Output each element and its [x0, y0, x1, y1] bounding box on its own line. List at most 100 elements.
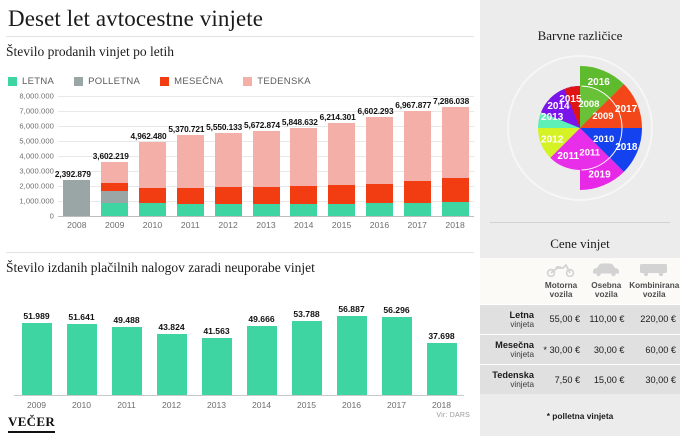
chart2-bar-value: 43.824: [158, 322, 185, 333]
chart1-segment-letna: [214, 204, 242, 216]
chart1-segment-polletna: [101, 190, 129, 203]
chart1-segment-polletna: [63, 180, 91, 216]
chart2-bar-value: 56.887: [338, 304, 365, 315]
chart1-segment-letna: [139, 202, 167, 216]
chart1-x-tick: 2018: [445, 220, 465, 230]
chart1-segment-mesečna: [214, 186, 242, 205]
chart1-bar-value: 5,848.632: [281, 117, 318, 128]
chart1-bar: [139, 141, 167, 216]
price-table-row: Letna vinjeta 55,00 €110,00 €220,00 €: [480, 303, 680, 335]
chart2-bar: [201, 337, 232, 395]
chart2-bar: [246, 326, 277, 395]
chart2-x-tick: 2017: [386, 400, 407, 410]
chart1-bar-value: 4,962.480: [130, 130, 167, 141]
chart1-segment-tedenska: [441, 106, 469, 179]
chart1-segment-tedenska: [290, 128, 318, 187]
chart1-bar-value: 5,672.874: [244, 119, 281, 130]
chart2-bar-value: 51.641: [68, 311, 95, 322]
chart2-bar: [336, 316, 367, 395]
price-table-body: Letna vinjeta 55,00 €110,00 €220,00 € Meseč…: [480, 303, 680, 395]
chart1-bar: [252, 130, 280, 216]
chart1-segment-letna: [290, 203, 318, 216]
chart1-x-tick: 2011: [180, 220, 200, 230]
motorcycle-icon: [538, 262, 584, 279]
price-table-header-row: Motorna vozila Osebna vozila Kombinirana vozi…: [480, 258, 680, 305]
chart2-axis-line: [14, 395, 464, 396]
chart1-x-tick: 2015: [331, 220, 352, 230]
wheel-inner-guide-arc: [581, 85, 623, 171]
wheel-label-2013: 2013: [541, 112, 564, 123]
chart2-bar-value: 49.488: [113, 314, 140, 325]
price-table-head: Motorna vozila Osebna vozila Kombinirana vozi…: [480, 258, 680, 305]
price-cell: * 30,00 €: [538, 333, 585, 365]
chart1-segment-letna: [252, 204, 280, 216]
chart1-gridline: [58, 96, 474, 97]
chart1-segment-letna: [365, 203, 393, 216]
chart1-legend: LETNA POLLETNA MESEČNA TEDENSKA: [8, 76, 311, 87]
wheel-label-2014: 2014: [547, 101, 570, 112]
chart1-axis-line: [58, 216, 474, 217]
chart1-segment-letna: [441, 201, 469, 216]
wheel-label-2011-outer: 2011: [557, 151, 579, 162]
chart1-bar-value: 2,392.879: [54, 169, 91, 180]
vecer-logo: VEČER: [8, 414, 56, 433]
wheel-wedge-2014-outer: [541, 89, 580, 128]
wheel-label-2016: 2016: [588, 77, 611, 88]
chart1-segment-letna: [176, 203, 204, 216]
chart2-x-tick: 2014: [251, 400, 272, 410]
chart1-y-tick: 0: [49, 211, 54, 221]
wheel-wedge-2015-outer: [564, 86, 580, 128]
chart1-bar: [101, 161, 129, 216]
chart1-segment-letna: [328, 203, 356, 216]
color-variants-wheel: 2016 2017 2018 2019 2011 2012 2013 2014 2015 2008…: [504, 52, 656, 204]
chart1-bar: [365, 117, 393, 216]
chart1-y-tick: 7,000.000: [19, 106, 54, 116]
divider: [6, 36, 474, 37]
wheel-outer-wedge-2012: [538, 128, 580, 158]
legend-item-tedenska: TEDENSKA: [243, 76, 311, 87]
chart1-segment-mesečna: [252, 186, 280, 204]
corner-cell: [480, 258, 538, 305]
chart1-x-tick: 2017: [407, 220, 428, 230]
chart1-gridline: [58, 111, 474, 112]
chart1-segment-mesečna: [176, 187, 204, 204]
chart1-segment-tedenska: [328, 122, 356, 186]
price-column-header: Kombinirana vozila: [628, 258, 680, 305]
prices-title: Cene vinjet: [550, 236, 610, 251]
price-cell: 7,50 €: [538, 364, 585, 395]
chart1-segment-tedenska: [365, 117, 393, 184]
chart1-y-tick: 2,000.000: [19, 181, 54, 191]
wheel-outer-wedge-2011: [550, 128, 580, 170]
chart1-bar: [290, 128, 318, 216]
chart1-bar-value: 5,550.133: [206, 121, 243, 132]
chart1-gridline: [58, 126, 474, 127]
chart1-segment-tedenska: [403, 111, 431, 181]
divider: [6, 252, 474, 253]
chart1-segment-tedenska: [214, 132, 242, 187]
chart1-segment-mesečna: [403, 180, 431, 203]
car-icon: [584, 262, 628, 279]
chart1-segment-letna: [101, 202, 129, 216]
wheel-inner-wedge-2008: [580, 86, 610, 128]
chart1-bar-value: 5,370.721: [168, 124, 205, 135]
wheel-label-2008: 2008: [578, 99, 599, 110]
chart1-segment-tedenska: [252, 130, 280, 187]
chart2-bar: [111, 326, 142, 395]
legend-item-polletna: POLLETNA: [74, 76, 140, 87]
chart2-x-tick: 2013: [206, 400, 227, 410]
chart1-y-tick: 3,000.000: [19, 166, 54, 176]
price-cell: 30,00 €: [584, 333, 629, 365]
van-icon: [628, 262, 680, 279]
chart2-bar: [381, 317, 412, 395]
chart1-y-tick: 8,000.000: [19, 91, 54, 101]
chart1-segment-mesečna: [139, 187, 167, 203]
divider: [490, 222, 670, 223]
chart1-subtitle: Število prodanih vinjet po letih: [6, 44, 174, 59]
chart1-bar-value: 6,602.293: [357, 105, 394, 116]
chart1-segment-mesečna: [441, 178, 469, 202]
price-table-row: Tedenska vinjeta 7,50 €15,00 €30,00 €: [480, 364, 680, 395]
chart2-x-tick: 2015: [296, 400, 317, 410]
legend-item-letna: LETNA: [8, 76, 54, 87]
price-cell: 55,00 €: [538, 303, 585, 335]
